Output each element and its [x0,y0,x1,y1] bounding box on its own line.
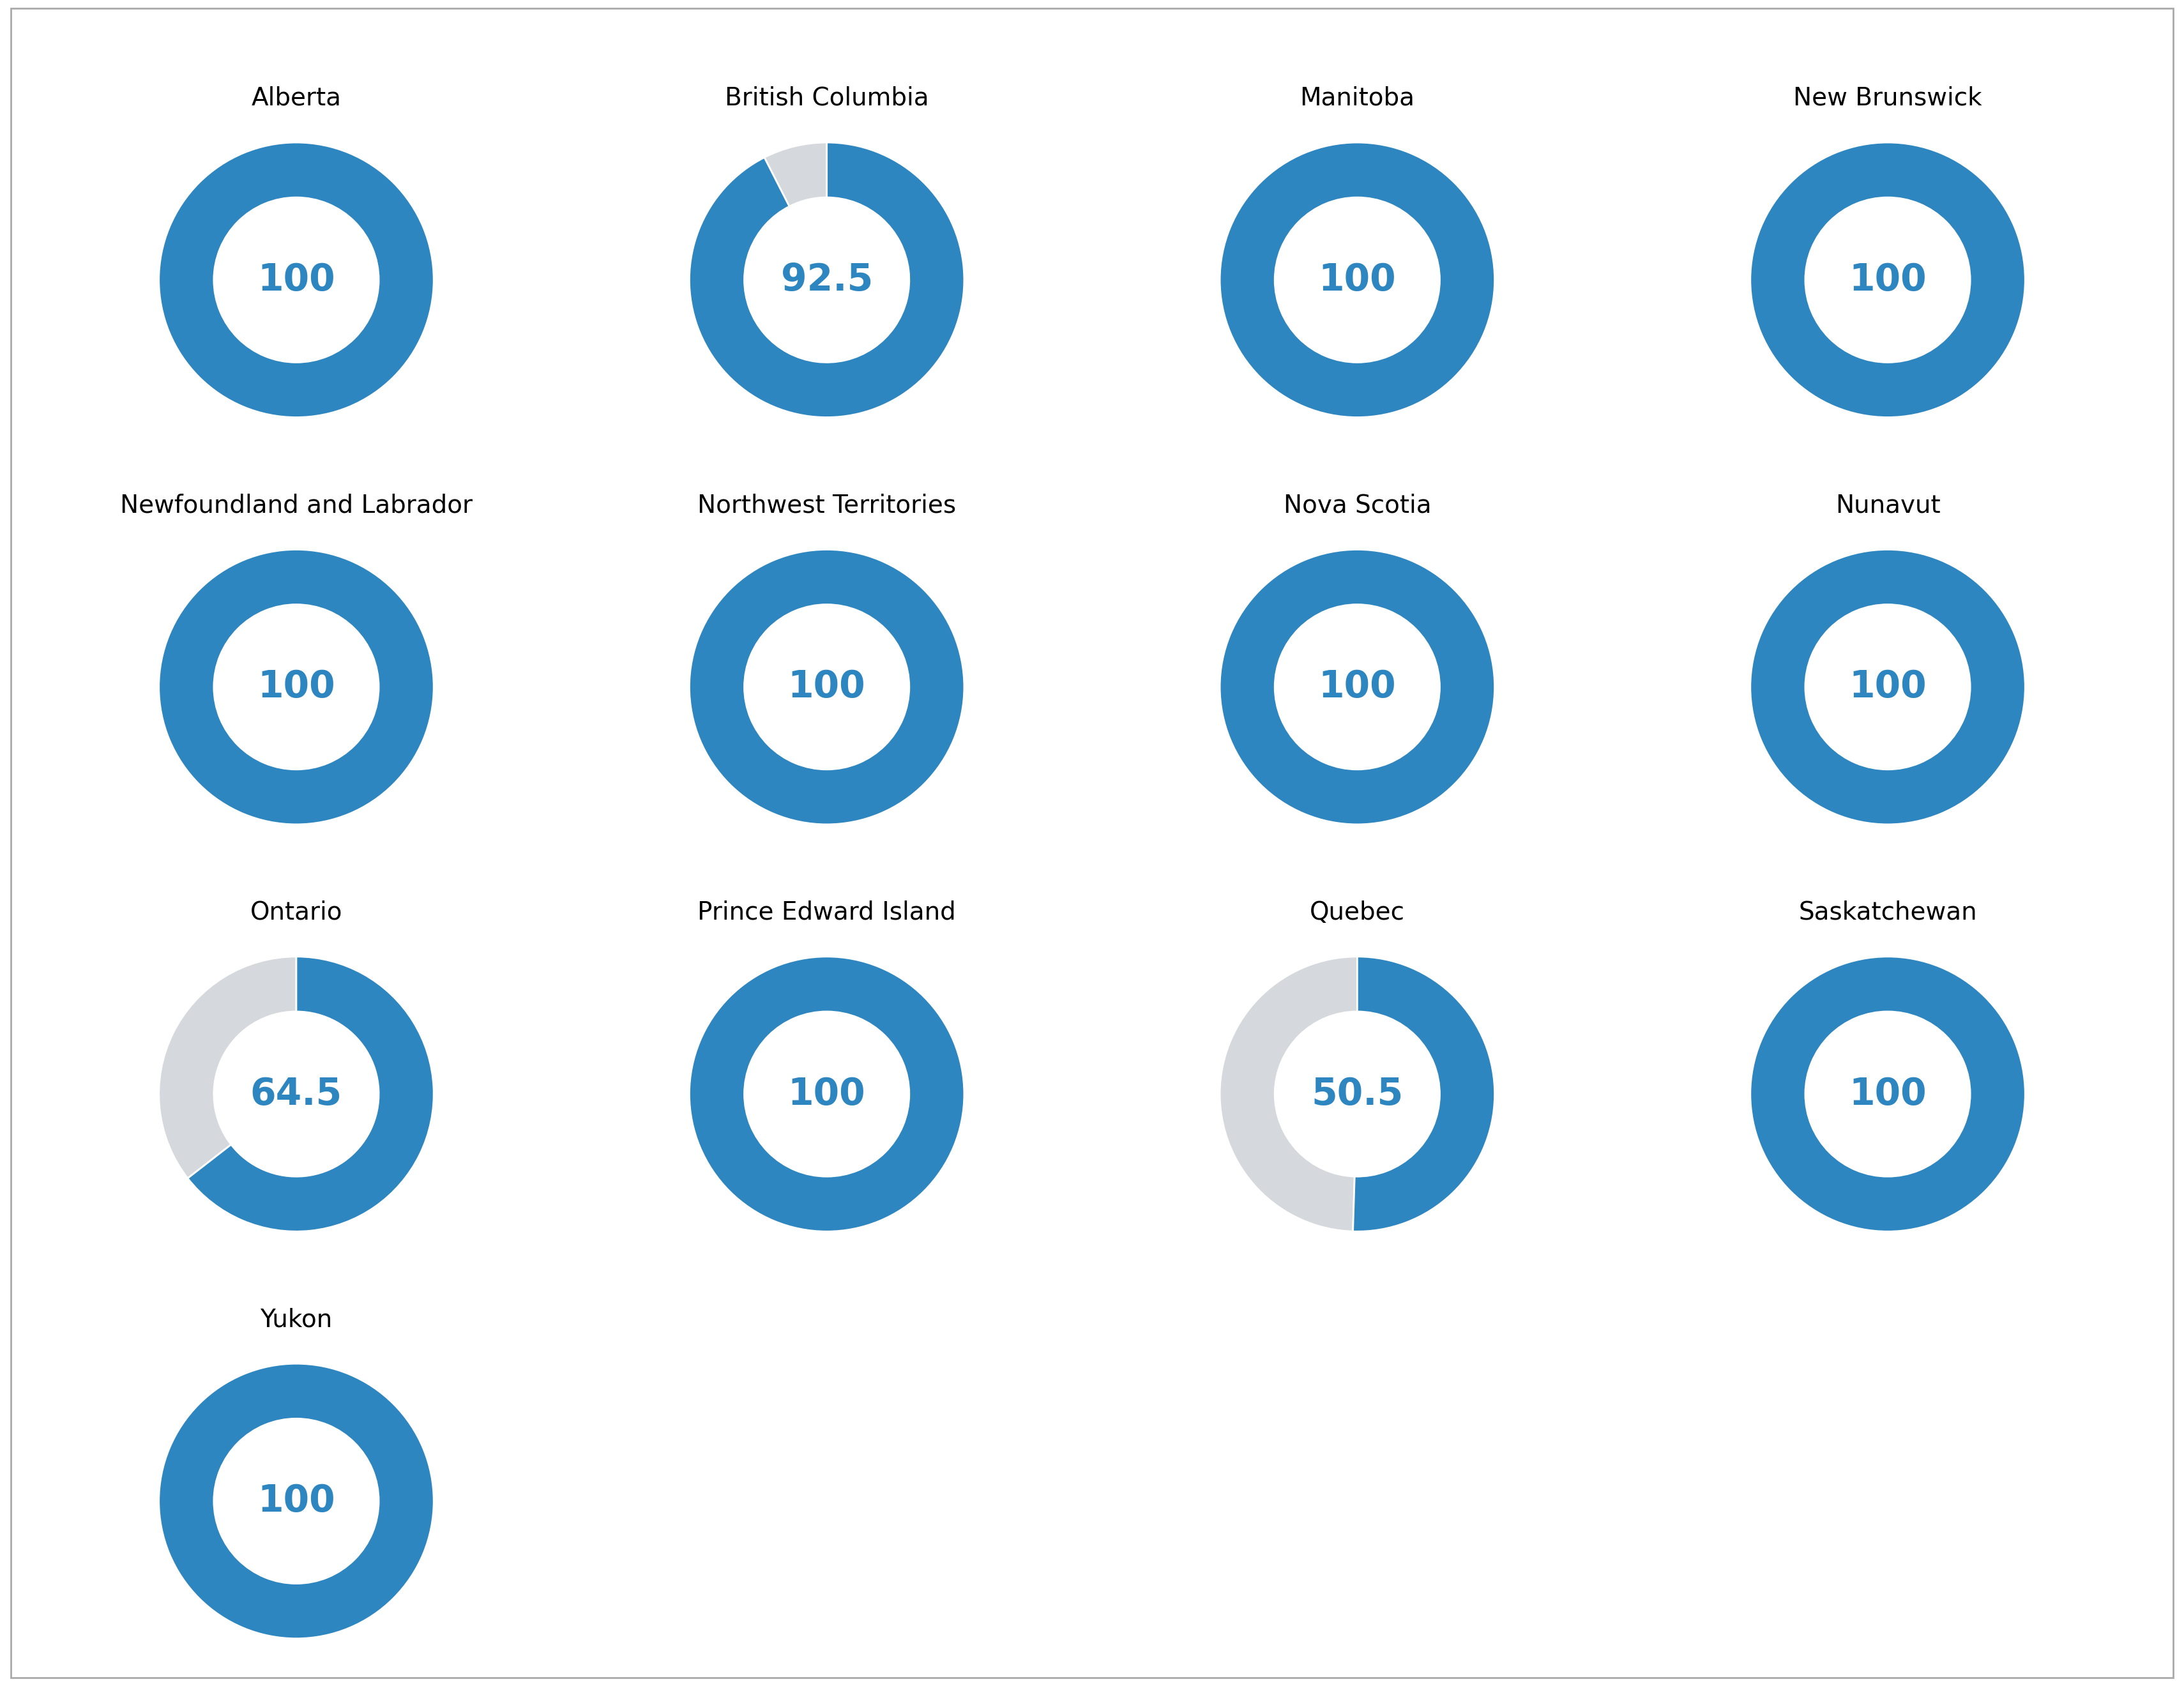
Wedge shape [1749,956,2025,1231]
Text: Ontario: Ontario [251,900,343,924]
Wedge shape [690,956,963,1231]
Circle shape [1806,1012,1970,1177]
Text: Northwest Territories: Northwest Territories [697,494,957,518]
Wedge shape [1221,956,1356,1231]
Wedge shape [159,1364,435,1639]
Text: 100: 100 [1850,669,1926,705]
Text: Saskatchewan: Saskatchewan [1797,900,1977,924]
Circle shape [214,605,378,769]
Text: Alberta: Alberta [251,86,341,111]
Text: 100: 100 [1850,1076,1926,1113]
Wedge shape [1749,142,2025,418]
Circle shape [745,605,909,769]
Text: Yukon: Yukon [260,1307,332,1332]
Text: 100: 100 [1850,261,1926,298]
Text: 100: 100 [1319,261,1396,298]
Text: British Columbia: British Columbia [725,86,928,111]
Text: 100: 100 [788,1076,865,1113]
Text: 100: 100 [258,1484,334,1519]
Wedge shape [690,142,963,418]
Text: 50.5: 50.5 [1310,1076,1404,1113]
Circle shape [745,197,909,362]
Text: Prince Edward Island: Prince Edward Island [697,900,957,924]
Text: 100: 100 [1319,669,1396,705]
Text: 92.5: 92.5 [780,261,874,298]
Circle shape [214,1012,378,1177]
Text: 64.5: 64.5 [251,1076,343,1113]
Circle shape [1275,605,1439,769]
Wedge shape [159,550,435,824]
Circle shape [1275,197,1439,362]
Text: 100: 100 [258,261,334,298]
Wedge shape [159,142,435,418]
Wedge shape [188,956,435,1231]
Wedge shape [1352,956,1494,1231]
Text: 100: 100 [788,669,865,705]
Wedge shape [1221,142,1494,418]
Wedge shape [1749,550,2025,824]
Text: Manitoba: Manitoba [1299,86,1415,111]
Circle shape [1806,605,1970,769]
Circle shape [214,197,378,362]
Text: 100: 100 [258,669,334,705]
Text: Nova Scotia: Nova Scotia [1284,494,1431,518]
Circle shape [745,1012,909,1177]
Text: Newfoundland and Labrador: Newfoundland and Labrador [120,494,472,518]
Wedge shape [690,550,963,824]
Text: Nunavut: Nunavut [1835,494,1939,518]
Circle shape [214,1418,378,1583]
Text: New Brunswick: New Brunswick [1793,86,1983,111]
Wedge shape [1221,550,1494,824]
Circle shape [1806,197,1970,362]
Wedge shape [159,956,297,1179]
Wedge shape [764,142,828,206]
Circle shape [1275,1012,1439,1177]
Text: Quebec: Quebec [1310,900,1404,924]
